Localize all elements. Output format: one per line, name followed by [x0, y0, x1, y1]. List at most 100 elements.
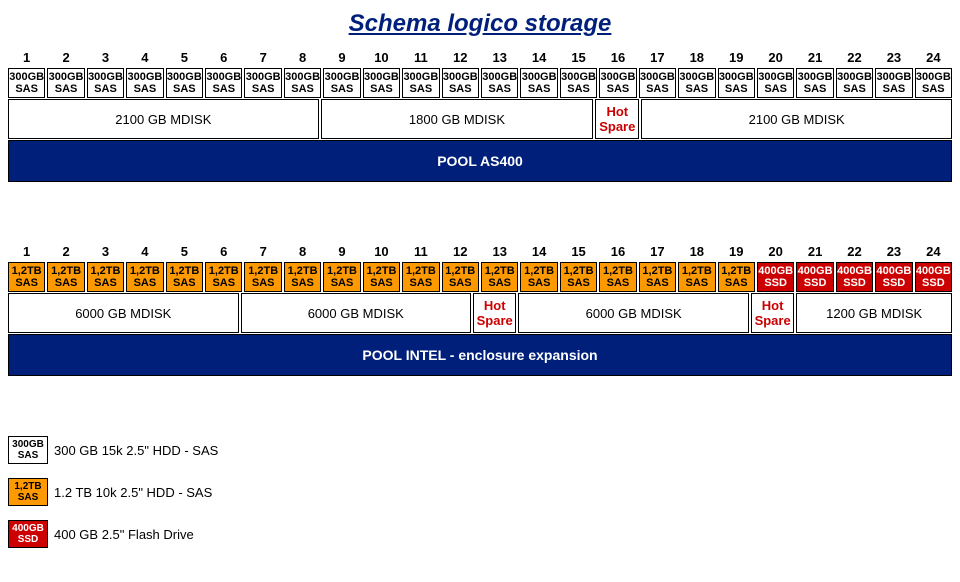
slot-number: 23 [875, 48, 912, 67]
disk-slot: 300GBSAS [757, 68, 794, 98]
hot-spare-label: HotSpare [595, 99, 639, 139]
slot-number: 10 [363, 242, 400, 261]
legend-row: 300GBSAS 300 GB 15k 2.5" HDD - SAS [8, 436, 952, 464]
disk-slot: 1,2TBSAS [205, 262, 242, 292]
slot-number: 6 [205, 48, 242, 67]
disk-slot: 1,2TBSAS [442, 262, 479, 292]
slot-number: 16 [599, 242, 636, 261]
disk-slot: 300GBSAS [718, 68, 755, 98]
slot-number: 20 [757, 242, 794, 261]
mdisk-label: 2100 GB MDISK [641, 99, 952, 139]
disk-slot: 300GBSAS [323, 68, 360, 98]
disk-slot: 300GBSAS [796, 68, 833, 98]
mdisk-label: 1200 GB MDISK [796, 293, 952, 333]
mdisk-label: 1800 GB MDISK [321, 99, 594, 139]
slot-number-row: 123456789101112131415161718192021222324 [8, 242, 952, 261]
slot-number: 8 [284, 48, 321, 67]
legend: 300GBSAS 300 GB 15k 2.5" HDD - SAS 1,2TBSA… [8, 436, 952, 548]
slot-number: 15 [560, 48, 597, 67]
disk-slot: 1,2TBSAS [639, 262, 676, 292]
disk-slot: 1,2TBSAS [8, 262, 45, 292]
hot-spare-label: HotSpare [751, 293, 794, 333]
slot-row: 300GBSAS300GBSAS300GBSAS300GBSAS300GBSAS… [8, 68, 952, 98]
mdisk-label: 6000 GB MDISK [241, 293, 472, 333]
legend-text: 300 GB 15k 2.5" HDD - SAS [54, 443, 218, 458]
slot-number: 7 [244, 242, 281, 261]
disk-slot: 300GBSAS [363, 68, 400, 98]
slot-number: 21 [796, 48, 833, 67]
disk-slot: 300GBSAS [639, 68, 676, 98]
page-title: Schema logico storage [8, 10, 952, 38]
slot-number-row: 123456789101112131415161718192021222324 [8, 48, 952, 67]
pool-label: POOL AS400 [8, 140, 952, 182]
slot-number: 13 [481, 48, 518, 67]
slot-number: 18 [678, 48, 715, 67]
disk-slot: 1,2TBSAS [166, 262, 203, 292]
mdisk-group-row: 6000 GB MDISK6000 GB MDISKHotSpare6000 G… [8, 293, 952, 333]
disk-slot: 1,2TBSAS [599, 262, 636, 292]
disk-slot: 300GBSAS [915, 68, 952, 98]
hot-spare-label: HotSpare [473, 293, 516, 333]
disk-slot: 1,2TBSAS [323, 262, 360, 292]
legend-row: 1,2TBSAS 1.2 TB 10k 2.5" HDD - SAS [8, 478, 952, 506]
disk-slot: 300GBSAS [599, 68, 636, 98]
slot-number: 12 [442, 48, 479, 67]
slot-number: 17 [639, 242, 676, 261]
disk-slot: 300GBSAS [47, 68, 84, 98]
slot-number: 9 [323, 242, 360, 261]
slot-number: 15 [560, 242, 597, 261]
slot-number: 7 [244, 48, 281, 67]
slot-number: 1 [8, 242, 45, 261]
slot-row: 1,2TBSAS1,2TBSAS1,2TBSAS1,2TBSAS1,2TBSAS… [8, 262, 952, 292]
slot-number: 12 [442, 242, 479, 261]
slot-number: 6 [205, 242, 242, 261]
mdisk-label: 6000 GB MDISK [8, 293, 239, 333]
disk-slot: 300GBSAS [560, 68, 597, 98]
slot-number: 24 [915, 242, 952, 261]
disk-slot: 1,2TBSAS [284, 262, 321, 292]
disk-slot: 1,2TBSAS [678, 262, 715, 292]
disk-slot: 1,2TBSAS [718, 262, 755, 292]
slot-number: 19 [718, 48, 755, 67]
disk-slot: 300GBSAS [244, 68, 281, 98]
slot-number: 3 [87, 48, 124, 67]
slot-number: 11 [402, 242, 439, 261]
legend-text: 400 GB 2.5" Flash Drive [54, 527, 194, 542]
slot-number: 22 [836, 242, 873, 261]
legend-swatch: 300GBSAS [8, 436, 48, 464]
mdisk-group-row: 2100 GB MDISK1800 GB MDISKHotSpare2100 G… [8, 99, 952, 139]
slot-number: 18 [678, 242, 715, 261]
mdisk-label: 2100 GB MDISK [8, 99, 319, 139]
slot-number: 24 [915, 48, 952, 67]
disk-slot: 400GBSSD [915, 262, 952, 292]
disk-slot: 300GBSAS [520, 68, 557, 98]
disk-slot: 300GBSAS [481, 68, 518, 98]
disk-slot: 300GBSAS [126, 68, 163, 98]
disk-slot: 400GBSSD [757, 262, 794, 292]
slot-number: 14 [520, 48, 557, 67]
section-2: 123456789101112131415161718192021222324 … [8, 242, 952, 376]
disk-slot: 300GBSAS [678, 68, 715, 98]
disk-slot: 1,2TBSAS [402, 262, 439, 292]
legend-swatch: 400GBSSD [8, 520, 48, 548]
disk-slot: 1,2TBSAS [87, 262, 124, 292]
slot-number: 3 [87, 242, 124, 261]
slot-number: 8 [284, 242, 321, 261]
slot-number: 19 [718, 242, 755, 261]
mdisk-label: 6000 GB MDISK [518, 293, 749, 333]
disk-slot: 1,2TBSAS [560, 262, 597, 292]
disk-slot: 300GBSAS [166, 68, 203, 98]
legend-row: 400GBSSD 400 GB 2.5" Flash Drive [8, 520, 952, 548]
slot-number: 21 [796, 242, 833, 261]
legend-text: 1.2 TB 10k 2.5" HDD - SAS [54, 485, 212, 500]
disk-slot: 300GBSAS [402, 68, 439, 98]
slot-number: 5 [166, 48, 203, 67]
disk-slot: 1,2TBSAS [481, 262, 518, 292]
slot-number: 20 [757, 48, 794, 67]
slot-number: 4 [126, 242, 163, 261]
pool-label: POOL INTEL - enclosure expansion [8, 334, 952, 376]
slot-number: 22 [836, 48, 873, 67]
slot-number: 11 [402, 48, 439, 67]
disk-slot: 1,2TBSAS [244, 262, 281, 292]
legend-swatch: 1,2TBSAS [8, 478, 48, 506]
